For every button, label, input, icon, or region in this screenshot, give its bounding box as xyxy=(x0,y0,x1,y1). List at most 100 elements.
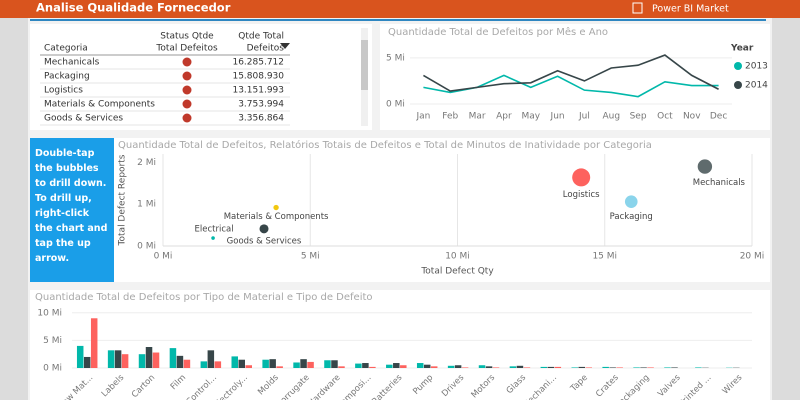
bar xyxy=(609,367,616,368)
y-tick-label: 0 Mi xyxy=(137,242,156,252)
bar xyxy=(400,365,407,368)
bar xyxy=(362,363,369,368)
bar xyxy=(393,363,400,368)
bar xyxy=(492,367,500,368)
bar xyxy=(447,365,455,368)
column-header: Total Defeitos xyxy=(155,44,218,54)
bar xyxy=(262,359,269,368)
bubble-label: Materials & Components xyxy=(224,212,329,222)
column-header: Qtde Total xyxy=(238,32,284,42)
bar xyxy=(585,367,592,368)
bar xyxy=(571,367,578,368)
bubble[interactable] xyxy=(211,236,215,240)
bar xyxy=(423,364,431,368)
bubble-label: Mechanicals xyxy=(693,178,746,188)
x-tick-label: Jan xyxy=(415,112,430,122)
bar xyxy=(114,350,122,368)
x-tick-label: May xyxy=(521,112,540,122)
bar xyxy=(145,347,153,368)
bar xyxy=(338,366,345,368)
legend-marker xyxy=(734,81,742,89)
bubble-label: Logistics xyxy=(563,190,600,200)
chart-title: Quantidade Total de Defeitos por Mês e A… xyxy=(388,26,608,38)
bar xyxy=(516,365,524,368)
status-dot xyxy=(182,113,192,123)
value-cell: 3.356.864 xyxy=(238,114,284,124)
bubble[interactable] xyxy=(624,195,638,208)
x-tick-label: Apr xyxy=(496,112,512,122)
chart-title: Quantidade Total de Defeitos por Tipo de… xyxy=(35,292,373,303)
y-tick-label: 1 Mi xyxy=(137,200,156,210)
bubble[interactable] xyxy=(572,168,591,187)
bar xyxy=(430,366,438,368)
bar xyxy=(83,356,91,368)
table-panel xyxy=(30,24,372,130)
x-tick-label: Jun xyxy=(550,112,565,122)
chart-title: Quantidade Total de Defeitos, Relatórios… xyxy=(118,139,652,151)
x-tick-label: 0 Mi xyxy=(154,252,173,262)
x-tick-label: Mar xyxy=(469,112,486,122)
bubble[interactable] xyxy=(697,159,713,174)
x-tick-label: Feb xyxy=(442,112,458,122)
x-tick-label: Nov xyxy=(683,112,701,122)
bubble[interactable] xyxy=(273,204,279,211)
category-cell: Packaging xyxy=(44,72,90,82)
bar xyxy=(671,367,678,368)
sort-arrow[interactable] xyxy=(280,43,290,49)
line-series xyxy=(423,54,719,92)
bar xyxy=(547,366,555,368)
status-dot xyxy=(182,99,192,109)
bar xyxy=(695,367,702,368)
header-title: Analise Qualidade Fornecedor xyxy=(36,1,231,15)
value-cell: 3.753.994 xyxy=(238,100,284,110)
status-dot xyxy=(182,71,192,81)
bar xyxy=(183,359,191,368)
bar xyxy=(214,361,222,368)
category-cell: Goods & Services xyxy=(44,114,123,124)
bar xyxy=(238,359,245,368)
x-tick-label: Sep xyxy=(630,112,647,122)
bar xyxy=(554,366,562,368)
y-tick-label: 5 Mi xyxy=(386,53,405,63)
category-cell: Materials & Components xyxy=(44,100,155,110)
bar xyxy=(207,350,215,368)
bar xyxy=(355,363,362,368)
bar xyxy=(176,355,184,368)
bar xyxy=(664,367,671,368)
x-tick-label: 20 Mi xyxy=(740,252,765,262)
bar xyxy=(478,365,486,368)
bar xyxy=(416,363,424,368)
x-tick-label: Dec xyxy=(710,112,727,122)
x-tick-label: 5 Mi xyxy=(301,252,320,262)
bar xyxy=(276,366,283,368)
legend-title: Year xyxy=(730,44,754,54)
column-header: Categoria xyxy=(44,44,88,54)
bar xyxy=(76,345,84,368)
status-dot xyxy=(182,85,192,95)
status-dot xyxy=(182,57,192,67)
bar-panel xyxy=(30,290,770,400)
scrollbar-thumb[interactable] xyxy=(361,40,368,90)
x-tick-label: Jul xyxy=(578,112,590,122)
bar xyxy=(107,350,115,368)
note-text: Double-tap the bubbles to drill down. To… xyxy=(35,148,108,264)
bubble[interactable] xyxy=(259,224,269,234)
value-cell: 16.285.712 xyxy=(232,58,284,68)
bar xyxy=(633,367,640,368)
bar xyxy=(307,361,314,368)
bubble-label: Electrical xyxy=(195,225,234,235)
bar xyxy=(200,361,208,368)
bar xyxy=(324,360,331,368)
y-axis-label: Total Defect Reports xyxy=(118,154,128,246)
bar xyxy=(461,367,469,368)
bar xyxy=(293,362,300,368)
bar xyxy=(509,366,517,368)
header-brand: Power BI Market xyxy=(652,4,729,15)
x-axis-label: Total Defect Qty xyxy=(420,267,494,277)
bubble-label: Goods & Services xyxy=(227,236,302,246)
bar xyxy=(231,356,238,368)
x-tick-label: Aug xyxy=(602,112,620,122)
y-tick-label: 0 Mi xyxy=(386,100,405,110)
value-cell: 15.808.930 xyxy=(232,72,284,82)
bar xyxy=(152,352,160,368)
